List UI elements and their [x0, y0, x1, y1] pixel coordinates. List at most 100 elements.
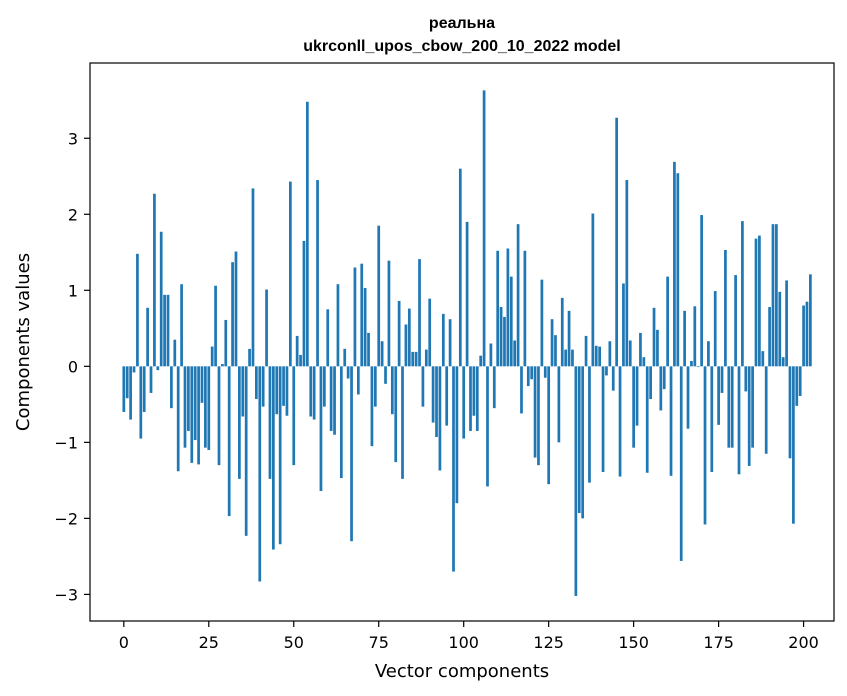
bar-200 — [802, 305, 805, 367]
bar-113 — [506, 248, 510, 367]
bar-110 — [496, 250, 500, 367]
bar-33 — [234, 251, 238, 367]
bar-0 — [122, 366, 126, 412]
bar-166 — [686, 366, 690, 429]
bar-174 — [713, 291, 717, 367]
bar-60 — [326, 309, 330, 367]
bar-153 — [642, 357, 646, 367]
bar-46 — [278, 366, 282, 545]
bar-29 — [221, 364, 224, 367]
bar-167 — [690, 361, 693, 367]
bar-9 — [153, 193, 156, 367]
bar-71 — [363, 288, 367, 367]
bar-187 — [758, 235, 761, 367]
x-axis-ticks: 0 25 50 75 100 125 150 175 200 — [119, 621, 819, 652]
bar-102 — [469, 366, 472, 431]
x-tick-label: 75 — [369, 633, 389, 652]
bar-90 — [428, 298, 432, 367]
bar-141 — [601, 366, 605, 472]
bar-192 — [775, 224, 778, 367]
bar-92 — [435, 366, 438, 438]
bar-149 — [628, 340, 632, 367]
bar-195 — [785, 280, 788, 367]
bar-159 — [662, 366, 666, 390]
bar-53 — [302, 240, 306, 367]
bar-48 — [285, 366, 289, 416]
bar-99 — [458, 168, 462, 367]
bar-128 — [557, 366, 561, 443]
bar-38 — [251, 188, 255, 367]
bar-79 — [390, 366, 394, 415]
bar-36 — [244, 366, 248, 536]
bar-93 — [438, 366, 442, 471]
bar-82 — [401, 366, 404, 479]
bar-120 — [530, 366, 534, 380]
bar-41 — [261, 366, 265, 407]
bar-106 — [482, 90, 486, 367]
bar-163 — [676, 173, 680, 367]
bar-18 — [183, 366, 187, 448]
bar-173 — [710, 366, 714, 472]
bar-182 — [741, 221, 744, 367]
bar-39 — [255, 366, 258, 400]
bar-134 — [577, 366, 581, 514]
bar-164 — [679, 366, 683, 561]
bar-130 — [564, 349, 568, 367]
bar-11 — [159, 231, 163, 367]
bar-144 — [611, 366, 615, 391]
bar-13 — [166, 294, 170, 367]
y-tick-label: 0 — [68, 357, 78, 376]
bar-165 — [683, 310, 686, 367]
bar-117 — [520, 366, 523, 414]
bar-152 — [639, 332, 642, 367]
bar-139 — [594, 345, 598, 367]
bar-197 — [792, 366, 795, 524]
bar-103 — [472, 366, 476, 416]
bar-6 — [142, 366, 146, 412]
bar-101 — [465, 221, 469, 367]
x-tick-label: 50 — [284, 633, 304, 652]
bar-96 — [448, 319, 452, 367]
bar-75 — [377, 225, 381, 367]
bar-127 — [554, 335, 557, 367]
x-tick-label: 0 — [119, 633, 129, 652]
bar-45 — [275, 366, 279, 415]
bar-4 — [136, 253, 139, 367]
y-axis-label: Components values — [13, 253, 34, 431]
bar-10 — [156, 366, 160, 371]
bar-23 — [200, 366, 204, 403]
bar-177 — [724, 250, 727, 367]
bar-109 — [492, 366, 496, 409]
bar-17 — [180, 284, 183, 367]
bar-98 — [455, 366, 459, 504]
bar-188 — [761, 351, 765, 367]
bar-126 — [550, 319, 554, 367]
bar-145 — [615, 117, 619, 367]
y-tick-label: 1 — [68, 281, 78, 300]
bar-65 — [343, 348, 347, 367]
bar-155 — [649, 366, 652, 400]
bar-12 — [163, 294, 166, 367]
bar-22 — [197, 366, 200, 465]
bar-74 — [373, 366, 377, 407]
bar-162 — [673, 161, 676, 367]
bar-68 — [353, 267, 357, 367]
bar-20 — [190, 366, 194, 463]
bar-50 — [292, 366, 296, 466]
plot-frame — [89, 62, 835, 622]
bar-133 — [574, 366, 578, 596]
bar-107 — [486, 366, 489, 487]
bar-86 — [414, 351, 418, 367]
y-tick-label: 2 — [68, 205, 78, 224]
x-tick-label: 175 — [703, 633, 734, 652]
bar-97 — [452, 366, 455, 572]
bar-108 — [489, 343, 493, 367]
bar-95 — [445, 366, 449, 426]
bar-51 — [295, 335, 299, 367]
bar-40 — [258, 366, 262, 582]
bar-124 — [543, 366, 547, 378]
bar-77 — [384, 366, 387, 384]
bar-14 — [170, 366, 173, 409]
bar-123 — [540, 279, 544, 367]
bar-122 — [537, 366, 540, 466]
